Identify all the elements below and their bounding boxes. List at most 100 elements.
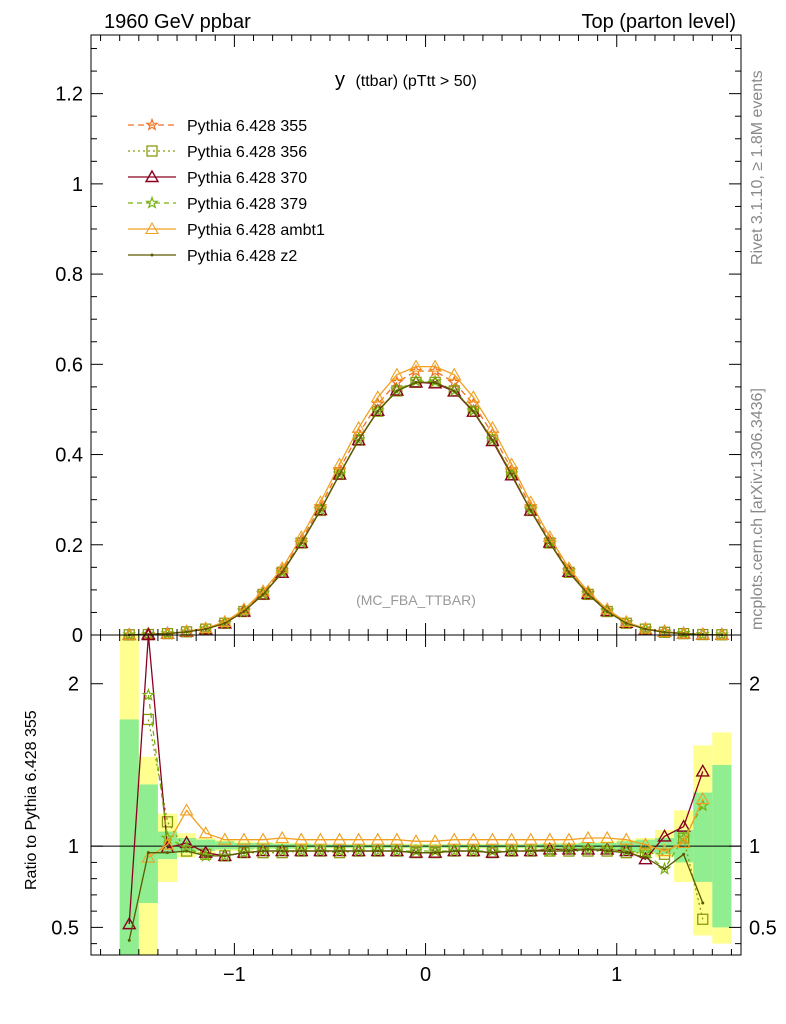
legend-label-ambt1: Pythia 6.428 ambt1	[187, 222, 325, 239]
ratio-point-ambt1	[236, 832, 251, 845]
ratio-point-379	[237, 845, 251, 859]
point-z2	[663, 630, 667, 634]
ratio-line-370	[128, 634, 704, 925]
ratio-point-ambt1	[179, 803, 194, 816]
point-z2	[471, 409, 475, 413]
ratio-point-ambt1	[638, 837, 653, 850]
ratio-point-ambt1	[485, 832, 500, 845]
ratio-point-370	[122, 916, 137, 930]
ratio-point-379	[523, 843, 538, 857]
ratio-point-370	[561, 842, 577, 855]
ratio-point-z2	[318, 849, 322, 853]
point-370	[599, 603, 615, 617]
y-tick-label: 0.4	[55, 445, 83, 467]
legend-label-z2: Pythia 6.428 z2	[187, 248, 297, 265]
ratio-point-370	[580, 842, 596, 855]
point-ambt1	[657, 624, 672, 637]
point-379	[466, 403, 481, 417]
ratio-y-tick-label: 1	[68, 836, 79, 858]
ratio-point-ambt1	[332, 832, 347, 845]
point-z2	[165, 632, 169, 636]
ratio-point-379	[581, 842, 595, 856]
chart-title: y (ttbar) (pTtt > 50)	[335, 69, 477, 91]
point-379	[715, 627, 729, 641]
ratio-point-ambt1	[447, 832, 462, 845]
ratio-point-379	[466, 843, 481, 857]
ratio-point-z2	[299, 849, 303, 853]
ratio-point-356	[697, 913, 709, 925]
point-379	[370, 403, 385, 417]
point-379	[485, 432, 500, 446]
ratio-point-z2	[701, 901, 705, 905]
point-z2	[414, 380, 418, 384]
legend-marker-355	[145, 117, 159, 131]
point-ambt1	[447, 367, 462, 380]
header-right: Top (parton level)	[581, 11, 736, 33]
ratio-point-ambt1	[542, 832, 557, 845]
point-379	[160, 626, 175, 640]
ratio-point-379	[638, 845, 653, 859]
point-ambt1	[485, 420, 500, 433]
ratio-point-ambt1	[619, 832, 634, 845]
series-line-z2	[129, 381, 722, 636]
ratio-y-tick-label-right: 2	[749, 674, 760, 696]
point-z2	[510, 472, 514, 476]
point-355	[428, 363, 442, 377]
legend-label-370: Pythia 6.428 370	[187, 170, 307, 187]
ratio-point-z2	[643, 856, 647, 860]
header-left: 1960 GeV ppbar	[104, 11, 251, 33]
ratio-point-z2	[127, 938, 131, 942]
ratio-point-ambt1	[141, 850, 156, 863]
ratio-point-z2	[567, 849, 571, 853]
ratio-point-z2	[529, 849, 533, 853]
ratio-point-ambt1	[428, 834, 443, 847]
point-z2	[280, 570, 284, 574]
point-z2	[185, 630, 189, 634]
chart-title-main: y	[335, 69, 345, 91]
ratio-y-tick-label-right: 1	[749, 836, 760, 858]
series-line-ambt1	[129, 365, 722, 636]
ratio-point-ambt1	[256, 832, 271, 845]
point-ambt1	[122, 627, 137, 640]
ratio-point-379	[542, 843, 557, 857]
ratio-point-ambt1	[466, 832, 481, 845]
point-ambt1	[370, 390, 385, 403]
ratio-point-ambt1	[275, 830, 290, 844]
ratio-point-z2	[490, 851, 494, 855]
chart-title-sub: (ttbar) (pTtt > 50)	[355, 73, 476, 90]
ratio-point-370	[141, 627, 156, 641]
rivet-label: Rivet 3.1.10, ≥ 1.8M events	[749, 70, 766, 265]
ratio-y-tick-label-right: 0.5	[749, 917, 777, 939]
point-379	[179, 624, 194, 638]
point-z2	[223, 621, 227, 625]
point-ambt1	[714, 627, 729, 640]
ratio-point-z2	[586, 847, 590, 851]
ratio-point-370	[695, 764, 710, 777]
ratio-point-z2	[185, 849, 189, 853]
ratio-bands	[119, 635, 732, 955]
ratio-point-z2	[165, 851, 169, 855]
ratio-point-379	[351, 843, 366, 857]
ratio-point-370	[638, 851, 653, 865]
point-z2	[318, 508, 322, 512]
point-355	[409, 363, 423, 377]
ratio-point-z2	[433, 851, 437, 855]
x-tick-label: −1	[223, 964, 246, 986]
ratio-point-ambt1	[657, 843, 672, 857]
ratio-point-z2	[624, 851, 628, 855]
point-z2	[261, 592, 265, 596]
ratio-point-356	[161, 816, 174, 828]
point-ambt1	[332, 457, 347, 470]
legend-marker-356	[146, 145, 158, 157]
point-z2	[643, 627, 647, 631]
ratio-point-z2	[471, 849, 475, 853]
ratio-line-379	[147, 695, 704, 870]
ratio-point-ambt1	[523, 832, 538, 845]
ratio-point-379	[294, 843, 309, 857]
ratio-point-379	[313, 843, 328, 857]
point-ambt1	[351, 420, 366, 433]
point-ambt1	[389, 367, 404, 380]
ratio-point-379	[256, 843, 270, 857]
ratio-point-ambt1	[160, 837, 175, 850]
